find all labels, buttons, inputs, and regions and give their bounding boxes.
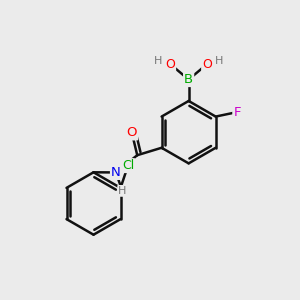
Text: B: B <box>184 73 193 86</box>
Text: O: O <box>165 58 175 70</box>
Text: H: H <box>118 186 127 196</box>
Text: Cl: Cl <box>122 159 134 172</box>
Text: H: H <box>154 56 162 65</box>
Text: O: O <box>202 58 212 70</box>
Text: O: O <box>127 126 137 140</box>
Text: H: H <box>215 56 224 65</box>
Text: F: F <box>233 106 241 118</box>
Text: N: N <box>111 166 121 179</box>
